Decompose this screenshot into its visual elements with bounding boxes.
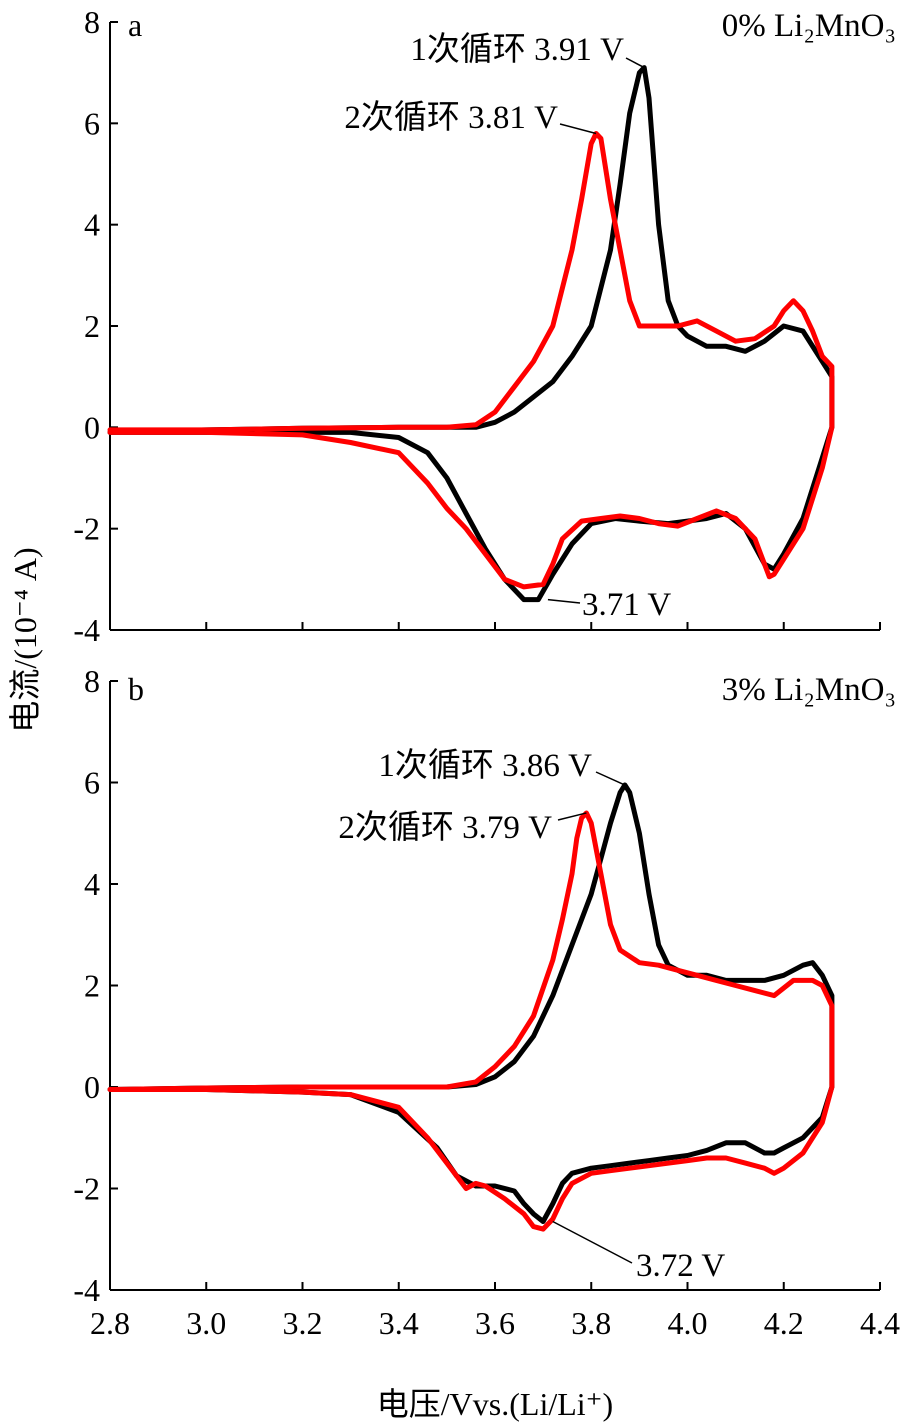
panel-title: 0% Li₂MnO₃	[722, 8, 896, 44]
y-tick-label: 6	[84, 105, 100, 141]
annotation-leader	[595, 771, 626, 786]
x-tick-label: 3.4	[379, 1305, 419, 1341]
annotation-label: 3.72 V	[636, 1248, 725, 1284]
panel-letter: b	[128, 671, 144, 707]
x-tick-label: 3.0	[186, 1305, 226, 1341]
y-tick-label: -2	[73, 1171, 100, 1207]
y-tick-label: 6	[84, 765, 100, 801]
panel-a: 8 6 4 2 0 -2 -4 a 0% Li₂MnO₃ 1次循环 3.91 V 2次循环 3.81…	[73, 4, 896, 648]
annotation-label: 2次循环 3.79 V	[338, 809, 552, 846]
x-tick-label: 3.2	[283, 1305, 323, 1341]
panel-b: 8 6 4 2 0 -2 -42.8 3.0 3.2 3.4 3.6 3.8 4.0 4.2 4.4 b 3% …	[73, 663, 900, 1341]
y-tick-label: 2	[84, 968, 100, 1004]
series-line-cycle-2	[107, 131, 835, 590]
annotation-label: 1次循环 3.91 V	[410, 31, 624, 68]
y-tick-label: 0	[84, 1069, 100, 1105]
x-tick-label: 4.2	[764, 1305, 804, 1341]
panel-letter: a	[128, 7, 142, 43]
y-tick-label: -4	[73, 1272, 100, 1308]
y-tick-label: -4	[73, 612, 100, 648]
x-tick-label: 4.0	[668, 1305, 708, 1341]
x-tick-label: 3.8	[571, 1305, 611, 1341]
y-axis-title: 电流/(10⁻⁴ A)	[7, 547, 43, 732]
annotation-label: 2次循环 3.81 V	[344, 99, 558, 136]
annotation-leader	[547, 598, 581, 604]
annotation-leader	[625, 57, 645, 69]
x-axis-title: 电压/Vvs.(Li/Li⁺)	[377, 1386, 613, 1422]
annotation-label: 1次循环 3.86 V	[378, 747, 592, 784]
series-line-cycle-2	[107, 810, 835, 1232]
y-tick-label: -2	[73, 511, 100, 547]
y-tick-label: 0	[84, 409, 100, 445]
series-line-cycle-1	[107, 65, 835, 603]
y-tick-label: 4	[84, 866, 100, 902]
annotation-label: 3.71 V	[582, 587, 671, 623]
y-tick-label: 2	[84, 308, 100, 344]
x-tick-label: 2.8	[90, 1305, 130, 1341]
y-tick-label: 8	[84, 663, 100, 699]
annotation-leader	[552, 1220, 633, 1264]
x-tick-label: 4.4	[860, 1305, 900, 1341]
y-tick-label: 4	[84, 207, 100, 243]
x-tick-label: 3.6	[475, 1305, 515, 1341]
annotation-leader	[559, 123, 597, 135]
annotation-leader	[557, 812, 587, 821]
y-tick-label: 8	[84, 4, 100, 40]
panel-title: 3% Li₂MnO₃	[722, 672, 896, 708]
